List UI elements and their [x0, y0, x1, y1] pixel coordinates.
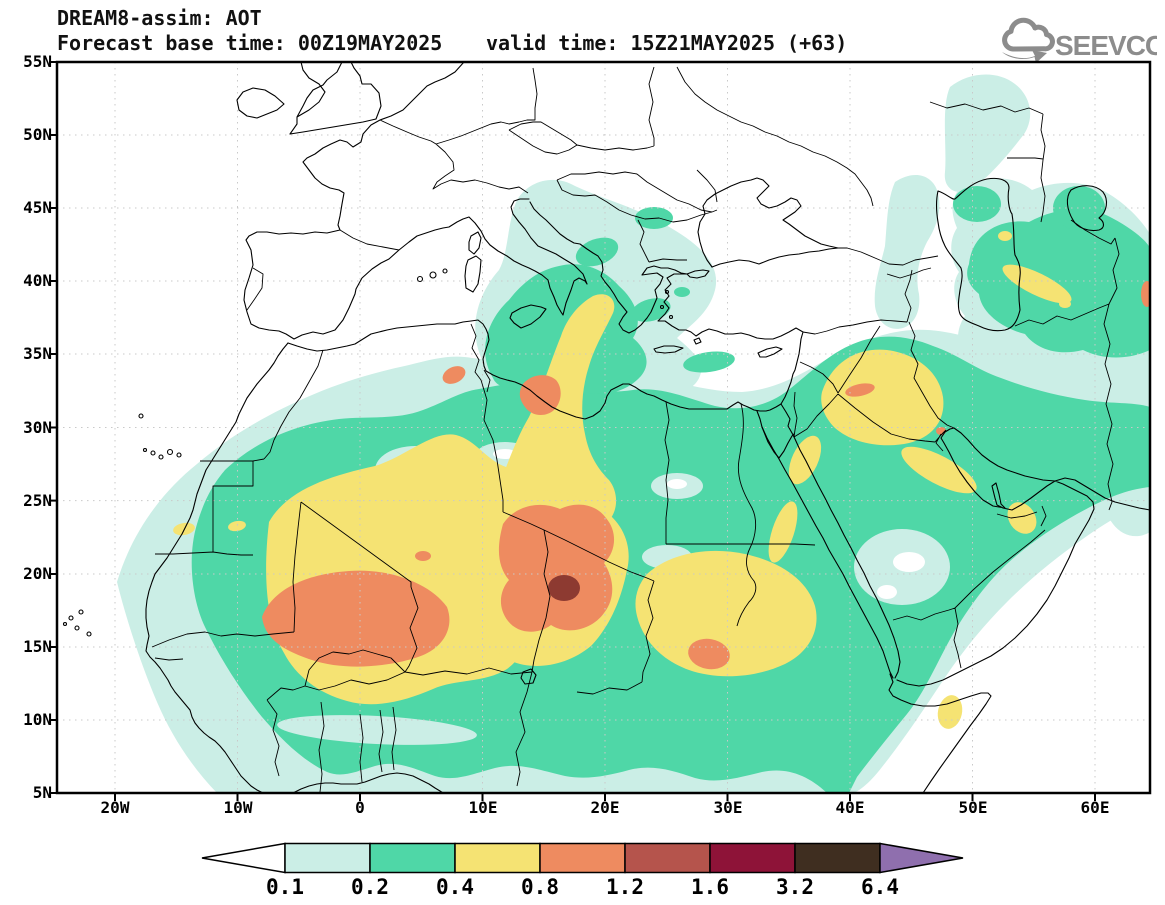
colorbar-level-label: 0.1 [266, 875, 304, 899]
x-tick-label: 10E [468, 798, 498, 817]
cloud-icon [1002, 17, 1055, 52]
colorbar-level-label: 1.6 [691, 875, 729, 899]
colorbar-segment [539, 842, 626, 874]
valid-time: valid time: 15Z21MAY2025 (+63) [486, 31, 848, 55]
colorbar-right-arrow [879, 842, 964, 874]
colorbar-level-label: 0.2 [351, 875, 389, 899]
x-tick-label: 20E [590, 798, 620, 817]
colorbar-level-label: 1.2 [606, 875, 644, 899]
colorbar-segment [369, 842, 456, 874]
forecast-base-time: Forecast base time: 00Z19MAY2025 [57, 31, 443, 55]
x-tick-label: 20W [100, 798, 130, 817]
page-title: DREAM8-assim: AOT [57, 6, 262, 30]
y-tick-label: 30N [23, 418, 52, 437]
y-tick-label: 15N [23, 637, 52, 656]
y-tick-label: 50N [23, 125, 52, 144]
y-tick-label: 5N [32, 783, 52, 802]
map-area [47, 60, 1152, 805]
colorbar-segment [709, 842, 796, 874]
y-tick-label: 25N [23, 491, 52, 510]
x-tick-label: 50E [958, 798, 988, 817]
logo-text: SEEVCCC [1055, 30, 1157, 61]
cloud-arrow [1002, 50, 1047, 62]
forecast-map [49, 60, 1152, 801]
seevccc-logo: SEEVCCC [1002, 17, 1157, 62]
colorbar-level-label: 6.4 [861, 875, 899, 899]
colorbar-segment [284, 842, 371, 874]
colorbar-level-label: 0.8 [521, 875, 559, 899]
country-borders [151, 66, 1120, 793]
plot-frame [49, 60, 1152, 801]
y-tick-label: 40N [23, 271, 52, 290]
nile-river [736, 403, 757, 627]
x-tick-label: 30E [713, 798, 743, 817]
gridlines [57, 62, 1150, 793]
islands [62, 231, 783, 637]
contour-fill-aot-0.8 [262, 281, 1150, 670]
contour-fill-aot-max-spot [548, 575, 580, 601]
colorbar-segment [624, 842, 711, 874]
colorbar-level-label: 0.4 [436, 875, 474, 899]
y-tick-label: 20N [23, 564, 52, 583]
x-tick-label: 10W [223, 798, 253, 817]
colorbar-left-arrow [201, 842, 286, 874]
x-tick-label: 0 [355, 798, 365, 817]
colorbar-segment [454, 842, 541, 874]
y-tick-label: 45N [23, 198, 52, 217]
x-tick-label: 40E [835, 798, 865, 817]
y-tick-label: 55N [23, 52, 52, 71]
colorbar-level-label: 3.2 [776, 875, 814, 899]
colorbar [201, 842, 964, 874]
y-tick-label: 35N [23, 344, 52, 363]
x-tick-label: 60E [1080, 798, 1110, 817]
colorbar-segment [794, 842, 881, 874]
y-tick-label: 10N [23, 710, 52, 729]
coastlines [145, 62, 1150, 793]
